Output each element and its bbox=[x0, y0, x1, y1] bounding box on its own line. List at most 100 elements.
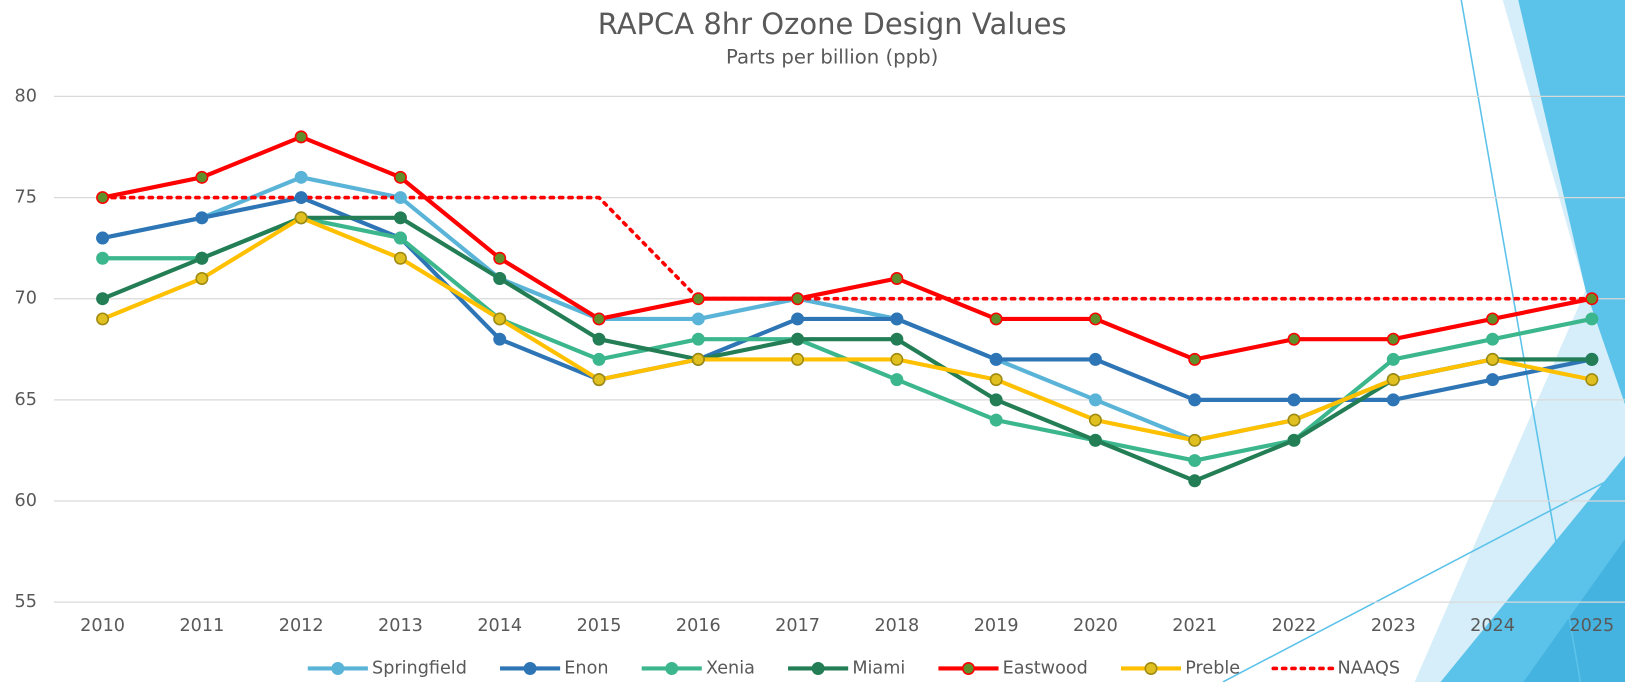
data-point bbox=[1388, 354, 1399, 365]
data-point bbox=[1189, 435, 1200, 446]
data-point bbox=[593, 374, 604, 385]
data-point bbox=[1189, 354, 1200, 365]
data-point bbox=[1090, 414, 1101, 425]
x-tick-label: 2014 bbox=[477, 616, 522, 636]
data-point bbox=[1189, 394, 1200, 405]
x-tick-label: 2015 bbox=[577, 616, 622, 636]
x-tick-label: 2011 bbox=[179, 616, 224, 636]
data-point bbox=[1090, 435, 1101, 446]
y-tick-label: 75 bbox=[15, 188, 37, 208]
legend-label: Eastwood bbox=[1003, 658, 1088, 678]
x-tick-label: 2018 bbox=[874, 616, 919, 636]
legend-marker bbox=[332, 663, 343, 674]
data-point bbox=[1288, 333, 1299, 344]
data-point bbox=[693, 313, 704, 324]
data-point bbox=[1388, 374, 1399, 385]
x-tick-label: 2022 bbox=[1272, 616, 1317, 636]
data-point bbox=[891, 273, 902, 284]
legend-marker bbox=[1145, 663, 1156, 674]
data-point bbox=[1487, 333, 1498, 344]
y-tick-label: 70 bbox=[15, 289, 37, 309]
legend-label: Enon bbox=[564, 658, 608, 678]
data-point bbox=[1388, 394, 1399, 405]
data-point bbox=[494, 333, 505, 344]
data-point bbox=[395, 212, 406, 223]
data-point bbox=[295, 192, 306, 203]
legend-label: NAAQS bbox=[1338, 658, 1400, 678]
x-tick-label: 2017 bbox=[775, 616, 820, 636]
data-point bbox=[494, 253, 505, 264]
chart: RAPCA 8hr Ozone Design Values Parts per … bbox=[0, 0, 1625, 682]
y-tick-label: 60 bbox=[15, 491, 37, 511]
y-tick-label: 65 bbox=[15, 390, 37, 410]
legend-marker bbox=[812, 663, 823, 674]
data-point bbox=[1586, 293, 1597, 304]
series-line bbox=[103, 218, 1592, 441]
data-point bbox=[196, 273, 207, 284]
x-tick-label: 2020 bbox=[1073, 616, 1118, 636]
data-point bbox=[494, 313, 505, 324]
data-point bbox=[1090, 313, 1101, 324]
data-point bbox=[1487, 374, 1498, 385]
data-point bbox=[593, 333, 604, 344]
x-tick-label: 2016 bbox=[676, 616, 721, 636]
data-point bbox=[792, 293, 803, 304]
data-point bbox=[1090, 394, 1101, 405]
data-point bbox=[990, 313, 1001, 324]
data-point bbox=[97, 232, 108, 243]
data-point bbox=[990, 414, 1001, 425]
data-point bbox=[395, 232, 406, 243]
data-point bbox=[593, 313, 604, 324]
data-point bbox=[97, 293, 108, 304]
data-point bbox=[593, 354, 604, 365]
data-point bbox=[792, 313, 803, 324]
x-tick-label: 2010 bbox=[80, 616, 125, 636]
legend-label: Miami bbox=[852, 658, 905, 678]
data-point bbox=[1487, 354, 1498, 365]
data-point bbox=[792, 333, 803, 344]
data-point bbox=[196, 212, 207, 223]
data-point bbox=[891, 354, 902, 365]
series-line bbox=[103, 198, 1592, 299]
data-point bbox=[693, 354, 704, 365]
data-point bbox=[1288, 394, 1299, 405]
x-tick-label: 2025 bbox=[1569, 616, 1614, 636]
data-point bbox=[494, 273, 505, 284]
legend-label: Springfield bbox=[372, 658, 467, 678]
data-point bbox=[196, 253, 207, 264]
legend-marker bbox=[963, 663, 974, 674]
data-point bbox=[1487, 313, 1498, 324]
y-tick-label: 55 bbox=[15, 592, 37, 612]
x-tick-label: 2021 bbox=[1172, 616, 1217, 636]
data-point bbox=[990, 374, 1001, 385]
data-point bbox=[295, 172, 306, 183]
x-tick-label: 2012 bbox=[279, 616, 324, 636]
data-point bbox=[1586, 354, 1597, 365]
data-point bbox=[693, 293, 704, 304]
x-tick-label: 2023 bbox=[1371, 616, 1416, 636]
data-point bbox=[1189, 455, 1200, 466]
series-line bbox=[103, 218, 1592, 481]
data-point bbox=[1388, 333, 1399, 344]
x-tick-label: 2019 bbox=[974, 616, 1019, 636]
data-point bbox=[97, 192, 108, 203]
data-point bbox=[1288, 414, 1299, 425]
data-point bbox=[891, 374, 902, 385]
data-point bbox=[1586, 374, 1597, 385]
data-point bbox=[395, 192, 406, 203]
legend-marker bbox=[524, 663, 535, 674]
y-tick-label: 80 bbox=[15, 86, 37, 106]
data-point bbox=[196, 172, 207, 183]
legend-label: Xenia bbox=[706, 658, 755, 678]
data-point bbox=[990, 394, 1001, 405]
data-point bbox=[1586, 313, 1597, 324]
data-point bbox=[693, 333, 704, 344]
data-point bbox=[891, 313, 902, 324]
data-point bbox=[1288, 435, 1299, 446]
chart-subtitle: Parts per billion (ppb) bbox=[726, 46, 938, 69]
data-point bbox=[97, 253, 108, 264]
data-point bbox=[891, 333, 902, 344]
data-point bbox=[395, 253, 406, 264]
data-point bbox=[395, 172, 406, 183]
data-point bbox=[990, 354, 1001, 365]
